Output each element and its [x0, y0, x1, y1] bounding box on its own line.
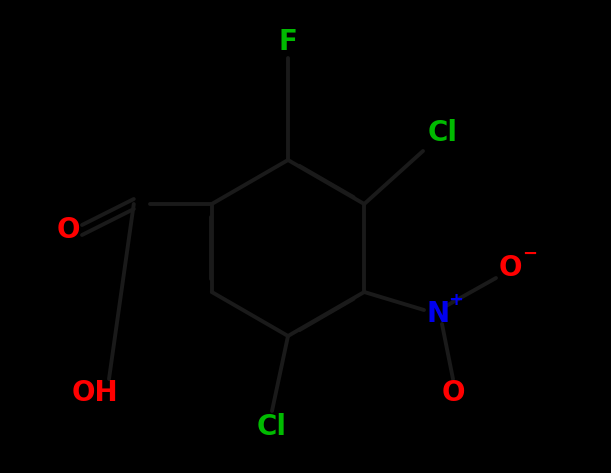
Text: O: O: [441, 379, 465, 407]
Text: O: O: [498, 254, 522, 282]
Text: Cl: Cl: [257, 413, 287, 441]
Text: −: −: [522, 245, 538, 263]
Text: OH: OH: [71, 379, 119, 407]
Text: Cl: Cl: [428, 119, 458, 147]
Text: O: O: [56, 216, 80, 244]
Text: +: +: [448, 291, 464, 309]
Text: F: F: [279, 28, 298, 56]
Text: N: N: [426, 300, 450, 328]
